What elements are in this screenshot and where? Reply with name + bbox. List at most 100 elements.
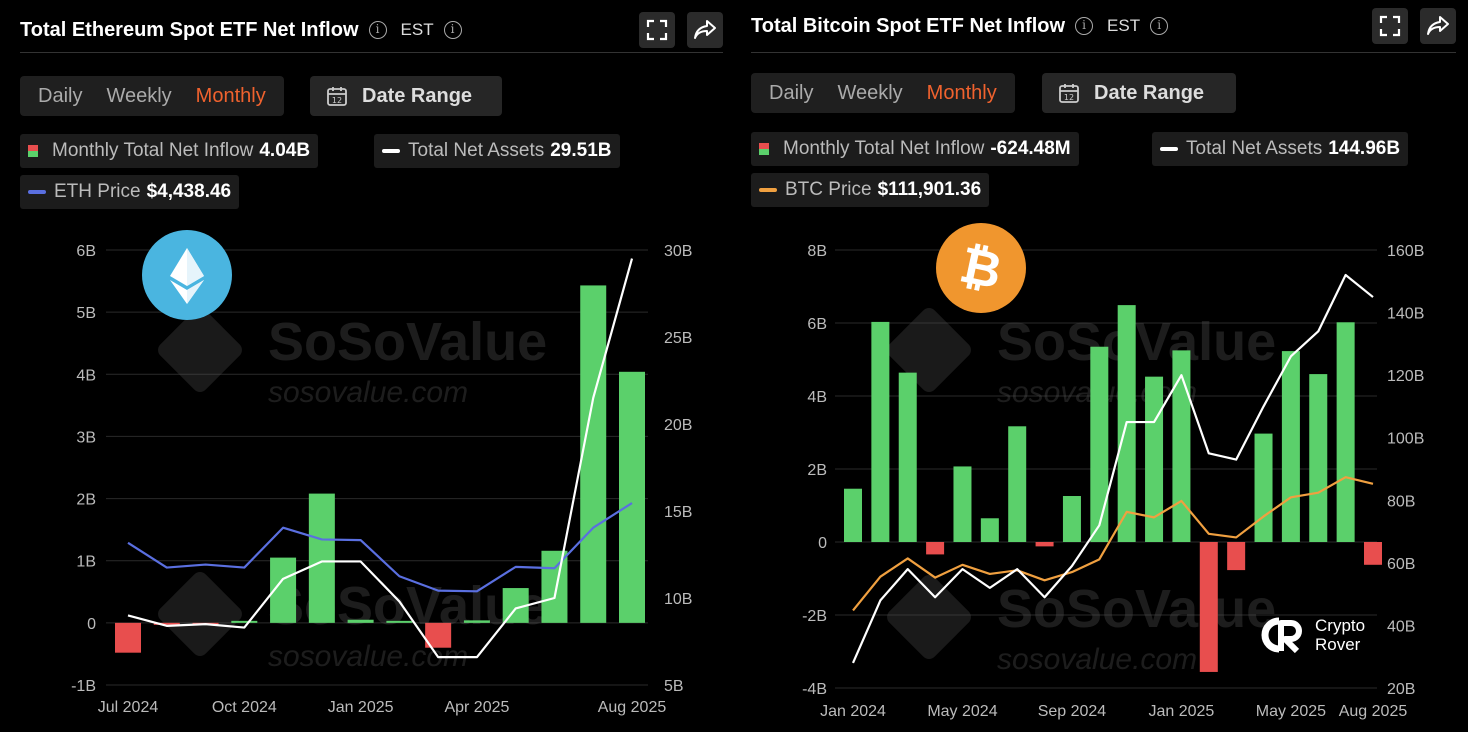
x-tick-label: Jan 2025 — [1148, 703, 1214, 720]
x-tick-label: Jan 2025 — [328, 699, 394, 716]
eth-chart-title: Total Ethereum Spot ETF Net Inflow — [20, 18, 359, 41]
tab-daily[interactable]: Daily — [769, 81, 814, 104]
crypto-rover-line2: Rover — [1315, 635, 1361, 654]
timezone-label: EST — [400, 20, 434, 39]
legend-assets[interactable]: Total Net Assets 144.96B — [1152, 132, 1409, 166]
share-icon — [694, 20, 716, 39]
date-range-label: Date Range — [362, 84, 473, 107]
y-right-tick-label: 25B — [664, 330, 692, 347]
price-line — [127, 502, 633, 593]
x-tick-label: May 2025 — [1256, 703, 1326, 720]
legend-price-label: BTC Price — [785, 179, 872, 200]
eth-title-row: Total Ethereum Spot ETF Net Inflow i EST… — [20, 12, 723, 48]
watermark-url: sosovalue.com — [268, 376, 468, 409]
inflow-bar — [898, 372, 917, 542]
btc-chart-title: Total Bitcoin Spot ETF Net Inflow — [751, 14, 1066, 37]
inflow-bar — [308, 493, 335, 623]
legend-assets-value: 144.96B — [1328, 138, 1401, 159]
inflow-bar — [115, 622, 141, 653]
legend-assets-label: Total Net Assets — [1186, 138, 1323, 159]
tab-monthly[interactable]: Monthly — [195, 84, 266, 107]
inflow-bar — [1090, 346, 1109, 542]
crypto-rover-line1: Crypto — [1315, 616, 1366, 635]
svg-text:12: 12 — [332, 96, 342, 105]
y-right-tick-label: 140B — [1387, 306, 1424, 323]
y-left-tick-label: 5B — [76, 305, 96, 322]
legend-inflow[interactable]: Monthly Total Net Inflow 4.04B — [20, 134, 319, 168]
inflow-bar — [1336, 322, 1355, 542]
y-right-tick-label: 20B — [664, 417, 692, 434]
x-tick-label: Sep 2024 — [1038, 703, 1107, 720]
legend-inflow-value: -624.48M — [990, 138, 1071, 159]
info-icon[interactable]: i — [443, 21, 462, 39]
fullscreen-button[interactable] — [1372, 8, 1408, 44]
y-left-tick-label: 3B — [76, 429, 96, 446]
legend-price-value: $111,901.36 — [877, 179, 982, 200]
bar-swatch — [759, 143, 769, 155]
watermark-logo-icon — [887, 575, 971, 659]
inflow-bar — [926, 542, 945, 555]
share-button[interactable] — [1420, 8, 1456, 44]
info-icon[interactable]: i — [1075, 17, 1094, 35]
fullscreen-icon — [646, 19, 668, 41]
btc-title-row: Total Bitcoin Spot ETF Net Inflow i EST … — [751, 8, 1456, 44]
share-button[interactable] — [687, 12, 723, 48]
eth-panel: Total Ethereum Spot ETF Net Inflow i EST… — [20, 12, 723, 716]
watermark-url: sosovalue.com — [997, 643, 1197, 676]
inflow-bar — [619, 371, 645, 623]
inflow-bar — [580, 285, 607, 623]
inflow-bar — [1227, 542, 1246, 571]
divider — [751, 52, 1456, 53]
y-left-tick-label: -1B — [71, 678, 96, 695]
y-right-tick-label: 20B — [1387, 681, 1415, 698]
info-icon[interactable]: i — [368, 21, 387, 39]
y-right-tick-label: 60B — [1387, 556, 1415, 573]
btc-panel: Total Bitcoin Spot ETF Net Inflow i EST … — [735, 0, 1468, 732]
y-left-tick-label: 6B — [807, 316, 827, 333]
svg-text:₿: ₿ — [955, 235, 1007, 300]
share-icon — [1427, 16, 1449, 35]
legend-inflow-label: Monthly Total Net Inflow — [52, 140, 254, 161]
inflow-bar — [1035, 542, 1054, 547]
watermark-logo-icon — [158, 572, 242, 656]
y-left-tick-label: 2B — [76, 492, 96, 509]
legend-inflow[interactable]: Monthly Total Net Inflow -624.48M — [751, 132, 1079, 166]
legend-assets[interactable]: Total Net Assets 29.51B — [374, 134, 620, 168]
legend-price-value: $4,438.46 — [146, 181, 232, 202]
watermark-brand: SoSoValue — [997, 312, 1276, 372]
legend-assets-value: 29.51B — [550, 140, 612, 161]
inflow-bar — [1281, 351, 1300, 542]
inflow-bar — [1364, 542, 1382, 565]
inflow-bar — [953, 466, 972, 542]
inflow-bar — [1309, 374, 1328, 542]
date-range-button[interactable]: 12 Date Range — [310, 76, 502, 116]
btc-chart: 8B 6B 4B 2B 0 -2B -4B 160B 140B 120B 100B 80B 60B 40B… — [802, 243, 1424, 720]
assets-line — [851, 273, 1374, 664]
y-right-tick-label: 40B — [1387, 618, 1415, 635]
y-left-tick-label: 4B — [807, 389, 827, 406]
crypto-rover-badge: Crypto Rover — [1255, 615, 1365, 655]
watermark-logo-icon — [158, 308, 242, 392]
eth-chart: 6B 5B 4B 3B 2B 1B 0 -1B 30B 25B 20B 15B 10B 5B SoSoVal… — [71, 243, 692, 716]
x-tick-label: Aug 2025 — [1339, 703, 1408, 720]
y-left-tick-label: 8B — [807, 243, 827, 260]
tab-daily[interactable]: Daily — [38, 84, 83, 107]
y-left-tick-label: 1B — [76, 554, 96, 571]
ethereum-icon — [142, 230, 232, 320]
info-icon[interactable]: i — [1150, 17, 1169, 35]
tab-weekly[interactable]: Weekly — [837, 81, 903, 104]
inflow-bar — [1008, 426, 1027, 542]
tab-weekly[interactable]: Weekly — [106, 84, 172, 107]
tab-monthly[interactable]: Monthly — [926, 81, 997, 104]
fullscreen-button[interactable] — [639, 12, 675, 48]
inflow-bar — [1199, 542, 1218, 672]
date-range-button[interactable]: 12 Date Range — [1042, 73, 1236, 113]
inflow-bar — [541, 550, 568, 623]
x-tick-label: May 2024 — [927, 703, 997, 720]
legend-price[interactable]: ETH Price $4,438.46 — [20, 175, 240, 209]
timezone-label: EST — [1107, 16, 1141, 35]
legend-price[interactable]: BTC Price $111,901.36 — [751, 173, 990, 207]
